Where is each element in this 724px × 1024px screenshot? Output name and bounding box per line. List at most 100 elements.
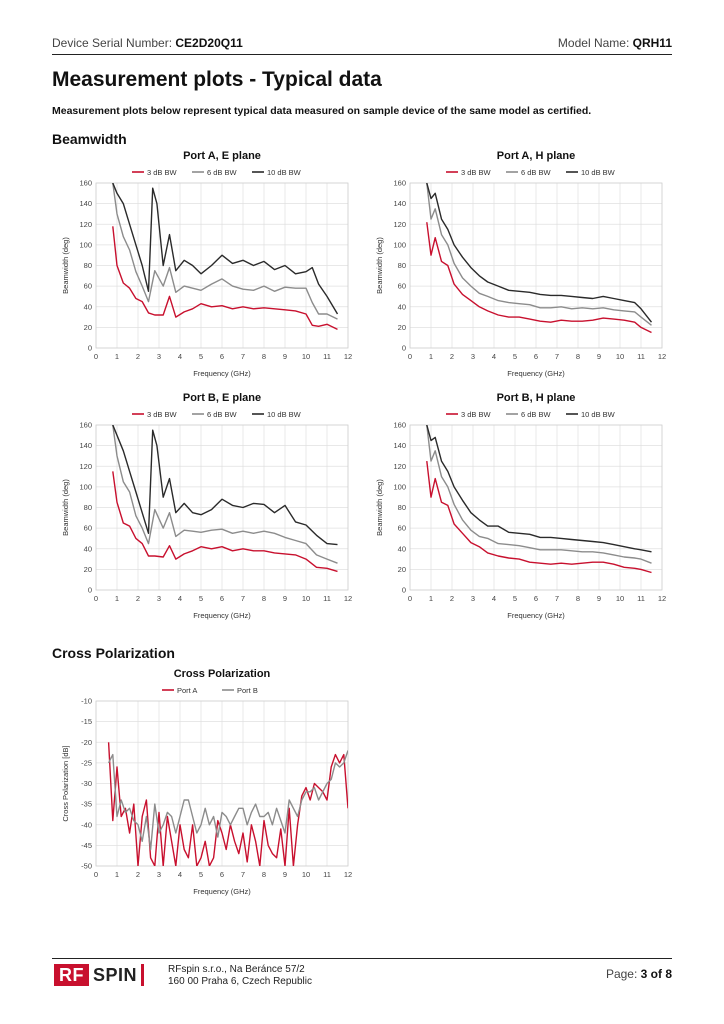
y-axis-label: Beamwidth (deg) xyxy=(375,237,384,294)
x-tick-label: 11 xyxy=(323,870,331,879)
y-tick-label: 100 xyxy=(79,482,92,491)
x-tick-label: 6 xyxy=(220,352,224,361)
x-tick-label: 3 xyxy=(471,594,475,603)
y-tick-label: 100 xyxy=(79,240,92,249)
x-tick-label: 9 xyxy=(283,352,287,361)
legend-label-port-b: Port B xyxy=(237,686,258,695)
x-tick-label: 7 xyxy=(555,352,559,361)
x-tick-label: 3 xyxy=(471,352,475,361)
model-label: Model Name: xyxy=(557,36,630,50)
x-tick-label: 3 xyxy=(157,352,161,361)
y-tick-label: 120 xyxy=(393,462,406,471)
x-tick-label: 9 xyxy=(597,352,601,361)
y-tick-label: 160 xyxy=(393,421,406,430)
x-tick-label: 3 xyxy=(157,594,161,603)
x-tick-label: 0 xyxy=(408,352,412,361)
x-tick-label: 11 xyxy=(637,352,645,361)
x-tick-label: 3 xyxy=(157,870,161,879)
series-line-3-db-bw xyxy=(112,226,338,331)
chart-title: Port A, E plane xyxy=(183,150,261,162)
x-tick-label: 8 xyxy=(262,870,266,879)
y-tick-label: 80 xyxy=(84,503,92,512)
serial-number: Device Serial Number: CE2D20Q11 xyxy=(52,36,243,50)
section-cross-polarization: Cross Polarization xyxy=(52,645,175,661)
chart-port-b-e-plane: Port B, E plane 3 dB BW 6 dB BW 10 dB BW 0 1 2… xyxy=(52,388,352,624)
x-tick-label: 0 xyxy=(408,594,412,603)
y-tick-label: -35 xyxy=(81,800,92,809)
y-axis-label: Cross Polarization [dB] xyxy=(61,745,70,821)
y-tick-label: 0 xyxy=(402,586,406,595)
x-tick-label: 0 xyxy=(94,594,98,603)
x-tick-label: 0 xyxy=(94,352,98,361)
x-tick-label: 6 xyxy=(220,594,224,603)
chart-port-a-e-plane: Port A, E plane 3 dB BW 6 dB BW 10 dB BW 0 1 2… xyxy=(52,146,352,382)
x-axis-label: Frequency (GHz) xyxy=(507,611,565,620)
y-tick-label: -50 xyxy=(81,862,92,871)
y-tick-label: 80 xyxy=(398,503,406,512)
y-tick-label: 120 xyxy=(79,462,92,471)
y-tick-label: 140 xyxy=(79,441,92,450)
x-tick-label: 6 xyxy=(220,870,224,879)
y-tick-label: 140 xyxy=(393,441,406,450)
chart-title: Port B, H plane xyxy=(497,392,576,404)
legend-label-6-db-bw: 6 dB BW xyxy=(207,168,238,177)
x-tick-label: 1 xyxy=(115,870,119,879)
x-tick-label: 11 xyxy=(323,594,331,603)
x-tick-label: 8 xyxy=(576,594,580,603)
x-axis-label: Frequency (GHz) xyxy=(193,611,251,620)
page-label: Page: xyxy=(605,967,638,981)
y-tick-label: 80 xyxy=(398,261,406,270)
x-tick-label: 9 xyxy=(283,594,287,603)
page-footer: RF SPIN RFspin s.r.o., Na Beránce 57/2 1… xyxy=(52,958,672,999)
x-axis-label: Frequency (GHz) xyxy=(507,369,565,378)
y-tick-label: -25 xyxy=(81,758,92,767)
x-tick-label: 5 xyxy=(513,594,517,603)
y-tick-label: 0 xyxy=(402,344,406,353)
x-tick-label: 12 xyxy=(344,352,352,361)
x-tick-label: 4 xyxy=(178,594,182,603)
series-line-3-db-bw xyxy=(112,471,338,573)
x-tick-label: 10 xyxy=(302,870,310,879)
y-tick-label: 20 xyxy=(84,565,92,574)
x-tick-label: 9 xyxy=(283,870,287,879)
chart-title: Port A, H plane xyxy=(497,150,575,162)
x-tick-label: 5 xyxy=(199,594,203,603)
legend-label-6-db-bw: 6 dB BW xyxy=(207,410,238,419)
x-tick-label: 2 xyxy=(450,594,454,603)
rfspin-logo: RF SPIN xyxy=(54,964,145,986)
legend-label-3-db-bw: 3 dB BW xyxy=(147,410,178,419)
y-tick-label: 100 xyxy=(393,240,406,249)
x-tick-label: 10 xyxy=(616,594,624,603)
legend-label-port-a: Port A xyxy=(177,686,197,695)
legend-label-10-db-bw: 10 dB BW xyxy=(267,410,302,419)
series-line-10-db-bw xyxy=(112,183,339,315)
series-line-port-b xyxy=(107,750,348,851)
y-tick-label: 120 xyxy=(79,220,92,229)
legend-label-10-db-bw: 10 dB BW xyxy=(581,410,616,419)
y-tick-label: 0 xyxy=(88,344,92,353)
model-value: QRH11 xyxy=(632,36,672,50)
y-tick-label: 120 xyxy=(393,220,406,229)
x-tick-label: 2 xyxy=(450,352,454,361)
y-tick-label: 160 xyxy=(79,421,92,430)
chart-port-b-h-plane: Port B, H plane 3 dB BW 6 dB BW 10 dB BW 0 1 2… xyxy=(366,388,666,624)
legend-label-3-db-bw: 3 dB BW xyxy=(147,168,178,177)
x-tick-label: 5 xyxy=(199,352,203,361)
y-tick-label: -30 xyxy=(81,779,92,788)
y-tick-label: 60 xyxy=(398,524,406,533)
legend-label-3-db-bw: 3 dB BW xyxy=(461,168,492,177)
y-tick-label: -10 xyxy=(81,697,92,706)
chart-title: Cross Polarization xyxy=(174,668,271,680)
address-line-1: RFspin s.r.o., Na Beránce 57/2 xyxy=(168,964,305,975)
y-tick-label: 160 xyxy=(79,179,92,188)
x-tick-label: 10 xyxy=(616,352,624,361)
y-tick-label: 0 xyxy=(88,586,92,595)
x-tick-label: 7 xyxy=(241,594,245,603)
series-line-6-db-bw xyxy=(426,425,652,564)
x-tick-label: 1 xyxy=(115,352,119,361)
